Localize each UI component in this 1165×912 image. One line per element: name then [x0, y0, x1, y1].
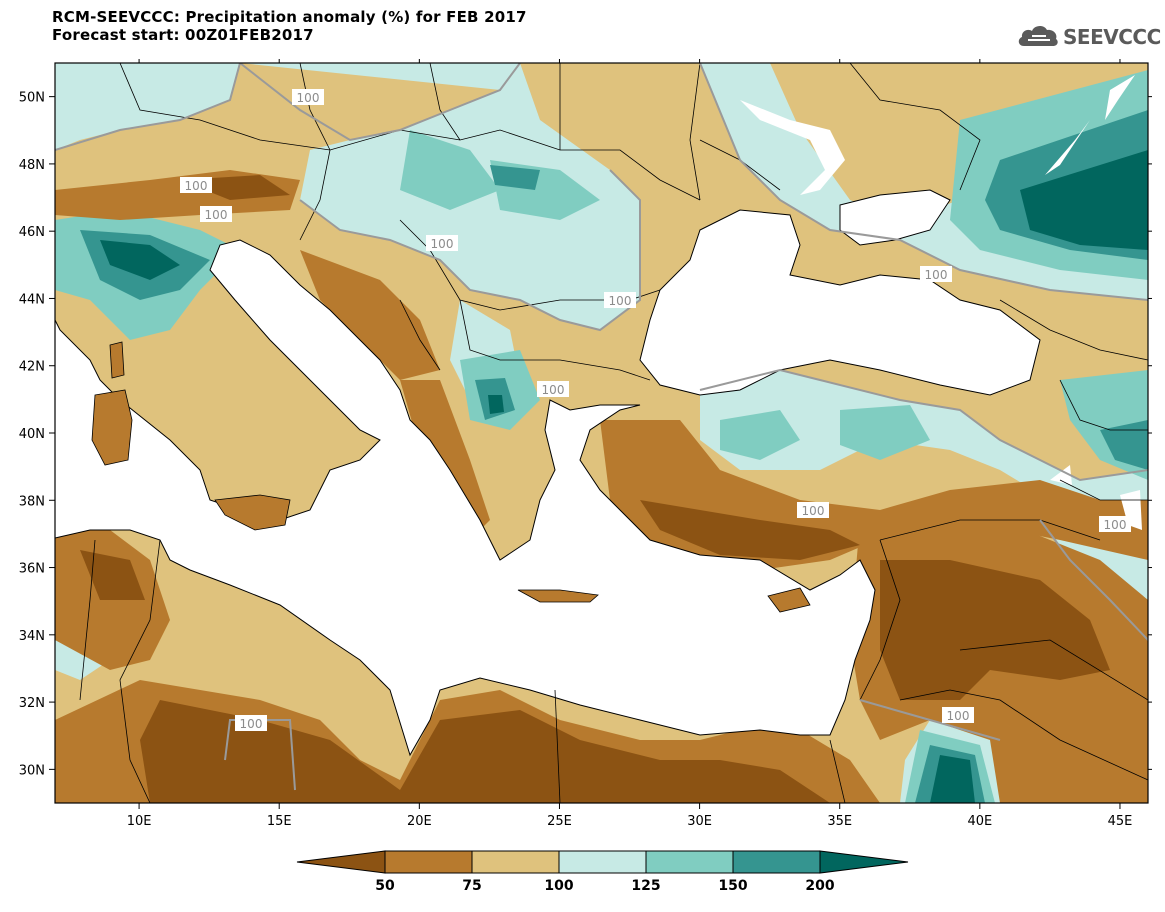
lat-tick-label: 50N: [19, 91, 45, 106]
lon-tick-label: 20E: [407, 814, 432, 829]
colorbar-tick-label: 50: [375, 878, 395, 894]
colorbar-tick-label: 150: [718, 878, 747, 894]
contour-label: 100: [920, 266, 952, 282]
contour-label: 100: [797, 502, 829, 518]
contour-label: 100: [604, 292, 636, 308]
contour-label-text: 100: [240, 717, 263, 731]
lon-tick-label: 40E: [967, 814, 992, 829]
contour-label: 100: [942, 707, 974, 723]
lon-tick-label: 10E: [127, 814, 152, 829]
colorbar-high-arrow: [819, 850, 909, 874]
anomaly-under-50: [80, 175, 1110, 803]
contour-label: 100: [292, 89, 324, 105]
contour-100: [55, 63, 1148, 791]
colorbar-segment: [471, 850, 560, 874]
lat-tick-label: 34N: [19, 629, 45, 644]
contour-label-text: 100: [205, 208, 228, 222]
colorbar-tick-label: 75: [462, 878, 481, 894]
contour-label-text: 100: [609, 294, 632, 308]
contour-label: 100: [200, 206, 232, 222]
colorbar: 50 75 100 125 150 200: [296, 850, 909, 894]
lon-tick-label: 30E: [687, 814, 712, 829]
lat-tick-label: 38N: [19, 494, 45, 509]
lat-tick-label: 42N: [19, 360, 45, 375]
contour-label-text: 100: [1104, 518, 1127, 532]
logo-text: SEEVCCC: [1063, 25, 1161, 49]
colorbar-segment: [645, 850, 734, 874]
colorbar-tick-label: 125: [631, 878, 660, 894]
lon-tick-label: 35E: [827, 814, 852, 829]
contour-label-text: 100: [185, 179, 208, 193]
contour-label: 100: [180, 177, 212, 193]
latitude-axis: 50N 48N 46N 44N 42N 40N 38N 36N 34N 32N 30N: [19, 91, 1152, 778]
anomaly-over-200: [100, 150, 1148, 803]
contour-label: 100: [1099, 516, 1131, 532]
lon-tick-label: 15E: [267, 814, 292, 829]
chart-title: RCM-SEEVCCC: Precipitation anomaly (%) f…: [52, 8, 527, 44]
title-line-2: Forecast start: 00Z01FEB2017: [52, 26, 314, 44]
contour-label: 100: [426, 235, 458, 251]
contour-label-text: 100: [925, 268, 948, 282]
lat-tick-label: 44N: [19, 292, 45, 307]
contour-label-text: 100: [802, 504, 825, 518]
longitude-axis: 10E 15E 20E 25E 30E 35E 40E 45E: [127, 59, 1133, 829]
lon-tick-label: 25E: [547, 814, 572, 829]
lat-tick-label: 32N: [19, 696, 45, 711]
colorbar-tick-label: 100: [544, 878, 573, 894]
contour-label: 100: [537, 381, 569, 397]
lat-tick-label: 46N: [19, 225, 45, 240]
colorbar-low-arrow: [296, 850, 386, 874]
sea-areas: [55, 189, 1041, 757]
contour-labels: 100 100 100 100 100 100 100 100 100 100 …: [180, 89, 1131, 731]
contour-label-text: 100: [542, 383, 565, 397]
seevccc-logo: SEEVCCC: [1016, 22, 1161, 52]
colorbar-segment: [732, 850, 821, 874]
contour-label-text: 100: [947, 709, 970, 723]
colorbar-tick-label: 200: [805, 878, 834, 894]
lat-tick-label: 48N: [19, 158, 45, 173]
lat-tick-label: 40N: [19, 427, 45, 442]
colorbar-segment: [558, 850, 647, 874]
islands: [91, 341, 811, 613]
lat-tick-label: 30N: [19, 763, 45, 778]
contour-label-text: 100: [431, 237, 454, 251]
cloud-icon: [1016, 22, 1060, 53]
contour-label-text: 100: [297, 91, 320, 105]
lon-tick-label: 45E: [1108, 814, 1133, 829]
colorbar-segment: [384, 850, 473, 874]
contour-label: 100: [235, 715, 267, 731]
title-line-1: RCM-SEEVCCC: Precipitation anomaly (%) f…: [52, 8, 527, 26]
lat-tick-label: 36N: [19, 562, 45, 577]
